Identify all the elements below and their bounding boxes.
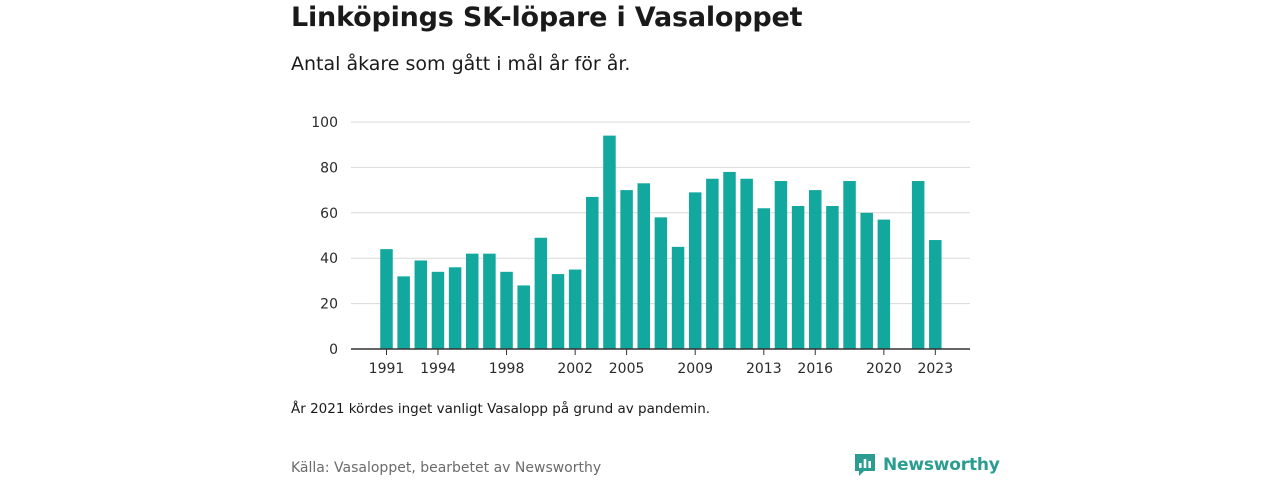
- bar-1992: [397, 276, 410, 349]
- y-tick-label: 100: [311, 115, 338, 131]
- bar-2004: [603, 135, 616, 349]
- bar-1991: [380, 249, 393, 349]
- bar-2002: [568, 269, 582, 349]
- bars: [380, 135, 942, 349]
- x-tick-label: 2009: [677, 361, 713, 377]
- x-tick-label: 2002: [557, 361, 593, 377]
- y-tick-label: 0: [329, 342, 338, 358]
- x-tick-label: 2016: [797, 361, 833, 377]
- x-tick-label: 2005: [609, 361, 645, 377]
- bar-2007: [654, 217, 668, 349]
- bar-1994: [431, 271, 445, 349]
- bar-2014: [774, 181, 788, 349]
- y-tick-label: 80: [320, 160, 338, 176]
- bar-2013: [757, 208, 771, 349]
- source-text: Källa: Vasaloppet, bearbetet av Newswort…: [291, 460, 602, 476]
- bar-chart: 0 20 40 60 80 100 1991 1994 1998 2002 2005 2009 2013…: [311, 115, 970, 377]
- footnote: År 2021 kördes inget vanligt Vasalopp på…: [291, 401, 711, 417]
- chart-title: Linköpings SK-löpare i Vasaloppet: [291, 2, 803, 33]
- bar-2006: [637, 183, 650, 349]
- bar-2023: [929, 240, 942, 349]
- bar-2018: [843, 181, 856, 349]
- bar-2010: [706, 178, 719, 349]
- brand-name: Newsworthy: [883, 455, 1000, 475]
- bar-1996: [466, 253, 479, 349]
- bar-2003: [586, 196, 599, 349]
- bar-1995: [448, 267, 462, 349]
- chart-subtitle: Antal åkare som gått i mål år för år.: [291, 53, 631, 75]
- bar-2000: [534, 237, 548, 349]
- bar-1998: [500, 271, 513, 349]
- bar-2009: [688, 192, 702, 349]
- bar-1993: [414, 260, 428, 349]
- x-tick-label: 1994: [420, 361, 456, 377]
- bar-2019: [860, 212, 873, 349]
- bar-1999: [517, 285, 530, 349]
- newsworthy-logo-icon: [855, 454, 875, 476]
- bar-2022: [911, 181, 925, 349]
- bar-2001: [551, 274, 565, 349]
- x-tick-label: 2013: [746, 361, 782, 377]
- x-tick-label: 2020: [866, 361, 902, 377]
- x-tick-label: 1998: [489, 361, 525, 377]
- brand: Newsworthy: [853, 452, 1000, 478]
- bar-2015: [791, 205, 805, 349]
- bar-2008: [671, 246, 685, 349]
- bar-2020: [877, 219, 891, 349]
- x-tick-label: 2023: [917, 361, 953, 377]
- bar-2005: [620, 190, 633, 349]
- bar-2017: [826, 205, 839, 349]
- bar-1997: [483, 253, 496, 349]
- bar-2012: [740, 178, 753, 349]
- bar-2011: [723, 171, 736, 349]
- axes: 0 20 40 60 80 100 1991 1994 1998 2002 2005 2009 2013…: [311, 115, 970, 377]
- bar-2016: [809, 190, 822, 349]
- x-tick-label: 1991: [369, 361, 405, 377]
- y-tick-label: 40: [320, 251, 338, 267]
- y-tick-label: 20: [320, 297, 338, 313]
- y-tick-label: 60: [320, 206, 338, 222]
